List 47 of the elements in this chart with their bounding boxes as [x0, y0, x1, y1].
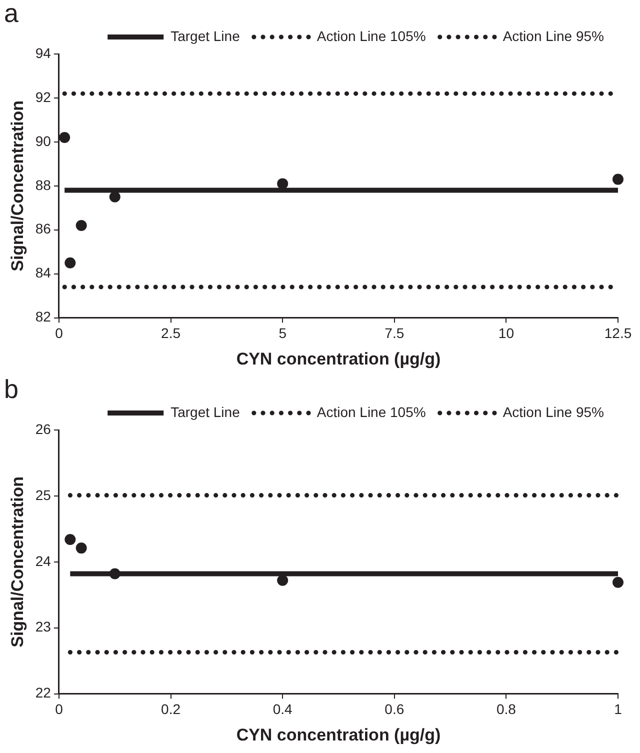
point [612, 576, 624, 588]
y-tick-label: 23 [35, 618, 52, 635]
y-tick-label: 94 [35, 44, 52, 61]
x-tick-label: 0.6 [384, 701, 404, 718]
y-tick-label: 86 [35, 220, 52, 237]
x-tick-label: 10 [498, 325, 514, 342]
y-tick-label: 84 [35, 264, 52, 281]
y-tick-label: 90 [35, 132, 52, 149]
x-tick-label: 2.5 [161, 325, 181, 342]
x-axis-title: CYN concentration (µg/g) [236, 349, 441, 368]
chart-title: a [4, 0, 18, 29]
y-tick-label: 82 [35, 308, 52, 325]
x-tick-label: 0 [55, 325, 64, 342]
y-tick-label: 88 [35, 176, 52, 193]
point [612, 174, 624, 185]
x-tick-label: 0.4 [272, 701, 293, 718]
y-tick-label: 26 [35, 420, 52, 437]
legend-label: Action Line 95% [502, 404, 604, 420]
y-tick-label: 24 [35, 552, 52, 569]
y-axis-title: Signal/Concentration [8, 100, 27, 272]
y-tick-label: 92 [35, 88, 52, 105]
point [109, 191, 120, 202]
point [109, 568, 120, 580]
x-axis-title: CYN concentration (µg/g) [236, 725, 441, 744]
x-tick-label: 0.2 [161, 701, 181, 718]
point [64, 257, 76, 268]
y-axis-title: Signal/Concentration [8, 476, 27, 648]
legend-label: Action Line 95% [502, 28, 604, 44]
y-tick-label: 25 [35, 486, 52, 503]
legend-label: Action Line 105% [316, 404, 426, 420]
x-tick-label: 0.8 [496, 701, 516, 718]
point [76, 220, 87, 231]
legend-label: Target Line [170, 404, 240, 420]
point [277, 178, 288, 190]
legend-label: Target Line [170, 28, 240, 44]
x-tick-label: 0 [55, 701, 64, 718]
y-tick-label: 22 [35, 684, 52, 701]
point [277, 574, 288, 586]
legend-label: Action Line 105% [316, 28, 426, 44]
point [64, 534, 76, 545]
point [76, 542, 87, 554]
x-tick-label: 12.5 [604, 325, 632, 342]
point [59, 132, 70, 144]
chart-title: b [4, 374, 18, 405]
x-tick-label: 7.5 [384, 325, 404, 342]
x-tick-label: 1 [614, 701, 622, 718]
x-tick-label: 5 [278, 325, 287, 342]
